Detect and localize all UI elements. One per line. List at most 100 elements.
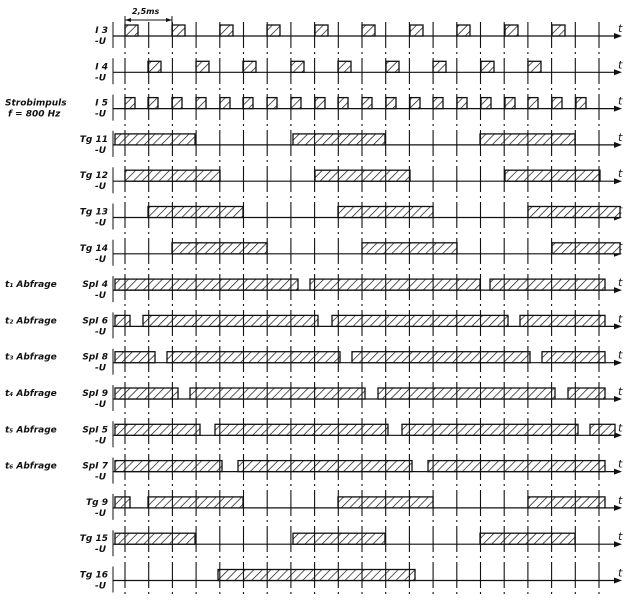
pulse bbox=[527, 60, 542, 73]
signal-name: Tg 11 bbox=[80, 135, 108, 145]
axis-arrow-icon bbox=[614, 287, 622, 294]
axis-end-label: t bbox=[618, 421, 623, 434]
signal-neg-u: -U bbox=[95, 364, 107, 374]
signal-row-spi4: t SpI 4-U t₁ Abfrage bbox=[5, 276, 623, 303]
pulse bbox=[456, 96, 468, 110]
pulse bbox=[480, 96, 492, 110]
signal-neg-u: -U bbox=[95, 436, 107, 446]
axis-arrow-icon bbox=[614, 432, 622, 439]
signal-name: Tg 9 bbox=[86, 498, 108, 508]
pulse bbox=[266, 96, 278, 110]
signal-name: SpI 6 bbox=[82, 316, 108, 326]
axis-end-label: t bbox=[618, 349, 623, 362]
signal-name: Tg 12 bbox=[80, 171, 108, 181]
pulse bbox=[309, 278, 481, 291]
signal-neg-u: -U bbox=[95, 219, 107, 229]
signal-row-tg11: t Tg 11-U bbox=[80, 130, 623, 157]
pulse bbox=[290, 60, 305, 73]
pulse bbox=[541, 351, 606, 364]
pulse bbox=[567, 387, 606, 400]
pulse bbox=[189, 387, 366, 400]
axis-arrow-icon bbox=[614, 105, 622, 112]
pulse bbox=[377, 387, 556, 400]
signal-neg-u: -U bbox=[95, 182, 107, 192]
pulse bbox=[527, 496, 606, 509]
pulse bbox=[337, 60, 352, 73]
pulse bbox=[361, 24, 376, 37]
pulse bbox=[114, 496, 131, 509]
signal-row-spi9: t SpI 9-U t₄ Abfrage bbox=[5, 385, 623, 411]
signal-name: I 4 bbox=[95, 62, 108, 72]
axis-end-label: t bbox=[618, 458, 623, 471]
pulse bbox=[337, 96, 349, 110]
axis-end-label: t bbox=[618, 385, 623, 398]
row-caption: t₅ Abfrage bbox=[5, 425, 57, 435]
signal-name: Tg 14 bbox=[80, 244, 108, 254]
signal-name: SpI 7 bbox=[82, 462, 108, 472]
pulse bbox=[551, 242, 621, 255]
pulse bbox=[124, 96, 136, 110]
pulse bbox=[409, 24, 424, 37]
signal-neg-u: -U bbox=[95, 291, 107, 301]
signal-row-tg9: t Tg 9-U bbox=[86, 493, 623, 520]
signal-neg-u: -U bbox=[95, 509, 107, 519]
signal-name: SpI 5 bbox=[82, 425, 108, 435]
pulse bbox=[401, 423, 579, 436]
pulse bbox=[219, 24, 234, 37]
pulse bbox=[114, 532, 196, 545]
pulse bbox=[385, 96, 397, 110]
axis-arrow-icon bbox=[614, 141, 622, 148]
pulse bbox=[124, 24, 139, 37]
pulse bbox=[142, 314, 319, 328]
signal-neg-u: -U bbox=[95, 545, 107, 555]
pulse bbox=[409, 96, 421, 110]
axis-end-label: t bbox=[618, 167, 623, 180]
pulse bbox=[219, 96, 231, 110]
row-caption: t₁ Abfrage bbox=[5, 280, 57, 290]
pulse bbox=[114, 459, 223, 473]
pulse bbox=[504, 24, 519, 37]
pulse bbox=[575, 96, 587, 110]
time-scale-bracket: 2,5ms bbox=[124, 7, 173, 24]
axis-end-label: t bbox=[618, 494, 623, 507]
signal-neg-u: -U bbox=[95, 110, 107, 120]
pulse bbox=[217, 568, 416, 582]
pulse bbox=[385, 60, 400, 73]
row-caption: t₄ Abfrage bbox=[5, 389, 57, 399]
axis-end-label: t bbox=[618, 567, 623, 580]
pulse bbox=[114, 387, 179, 400]
signal-row-tg12: t Tg 12-U bbox=[80, 167, 623, 194]
pulse bbox=[314, 96, 326, 110]
pulse bbox=[114, 423, 201, 436]
pulse bbox=[292, 133, 386, 146]
signal-row-spi8: t SpI 8-U t₃ Abfrage bbox=[5, 348, 623, 375]
signal-neg-u: -U bbox=[95, 473, 107, 483]
signal-name: Tg 15 bbox=[80, 534, 108, 544]
signal-neg-u: -U bbox=[95, 400, 107, 410]
axis-end-label: t bbox=[618, 22, 623, 35]
signal-row-spi6: t SpI 6-U t₂ Abfrage bbox=[5, 312, 623, 339]
pulse bbox=[489, 278, 606, 291]
signal-neg-u: -U bbox=[95, 582, 107, 592]
axis-end-label: t bbox=[618, 58, 623, 71]
axis-arrow-icon bbox=[614, 323, 622, 330]
row-caption: Strobimpuls bbox=[5, 99, 67, 109]
signal-row-spi5: t SpI 5-U t₅ Abfrage bbox=[5, 421, 623, 448]
signal-row-tg16: t Tg 16-U bbox=[80, 566, 623, 593]
axis-end-label: t bbox=[618, 131, 623, 144]
signal-name: I 5 bbox=[95, 99, 108, 109]
signal-neg-u: -U bbox=[95, 37, 107, 47]
signal-row-spi7: t SpI 7-U t₆ Abfrage bbox=[5, 457, 623, 484]
pulse bbox=[147, 96, 159, 110]
signal-neg-u: -U bbox=[95, 73, 107, 83]
pulse bbox=[242, 60, 257, 73]
pulse bbox=[171, 96, 183, 110]
pulse bbox=[114, 278, 299, 291]
signal-name: Tg 13 bbox=[80, 208, 108, 218]
pulse bbox=[504, 96, 516, 110]
pulse bbox=[361, 96, 373, 110]
pulse bbox=[114, 314, 131, 328]
